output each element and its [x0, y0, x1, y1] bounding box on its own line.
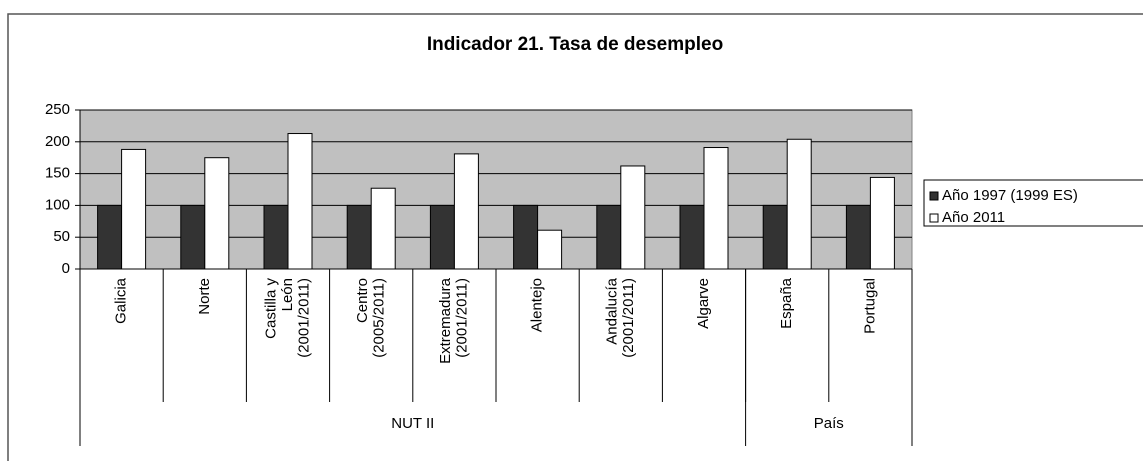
- bar: [762, 204, 788, 270]
- bar: [679, 204, 705, 270]
- x-tick-label: Portugal: [861, 278, 878, 334]
- x-tick-label: Extremadura (2001/2011): [437, 277, 471, 364]
- bar: [97, 204, 123, 270]
- bar: [287, 133, 313, 270]
- y-tick-label: 200: [45, 133, 70, 150]
- bar: [703, 147, 729, 270]
- x-tick-label: Andalucía (2001/2011): [604, 277, 638, 362]
- bar: [204, 157, 230, 270]
- y-tick-label: 100: [45, 196, 70, 213]
- bar: [537, 229, 563, 270]
- y-tick-label: 250: [45, 101, 70, 118]
- group-label: NUT II: [391, 415, 434, 432]
- x-tick-label: Algarve: [695, 278, 712, 329]
- x-tick-label: Alentejo: [529, 278, 546, 332]
- x-tick-label: Norte: [196, 278, 213, 315]
- chart-title: Indicador 21. Tasa de desempleo: [427, 34, 723, 55]
- y-tick-label: 0: [62, 260, 70, 277]
- legend-swatch: [929, 191, 939, 201]
- bar: [121, 148, 147, 270]
- x-tick-label: Galicia: [113, 277, 130, 324]
- bar: [263, 204, 289, 270]
- bar: [370, 187, 396, 270]
- x-tick-label: Castilla y León (2001/2011): [262, 278, 312, 362]
- legend-label: Año 1997 (1999 ES): [942, 187, 1078, 204]
- bar: [180, 204, 206, 270]
- bar: [346, 204, 372, 270]
- bar: [869, 176, 895, 270]
- bar: [513, 204, 539, 270]
- bar: [845, 204, 871, 270]
- bar: [429, 204, 455, 270]
- y-tick-label: 50: [53, 228, 70, 245]
- y-tick-label: 150: [45, 165, 70, 182]
- bar: [620, 165, 646, 270]
- legend-label: Año 2011: [942, 209, 1005, 226]
- bar: [596, 204, 622, 270]
- bar: [453, 153, 479, 270]
- bar: [786, 138, 812, 270]
- legend-box: [923, 179, 1143, 227]
- x-tick-label: Centro (2005/2011): [354, 278, 388, 362]
- group-label: País: [814, 415, 844, 432]
- legend-swatch: [929, 213, 939, 223]
- x-tick-label: España: [778, 277, 795, 329]
